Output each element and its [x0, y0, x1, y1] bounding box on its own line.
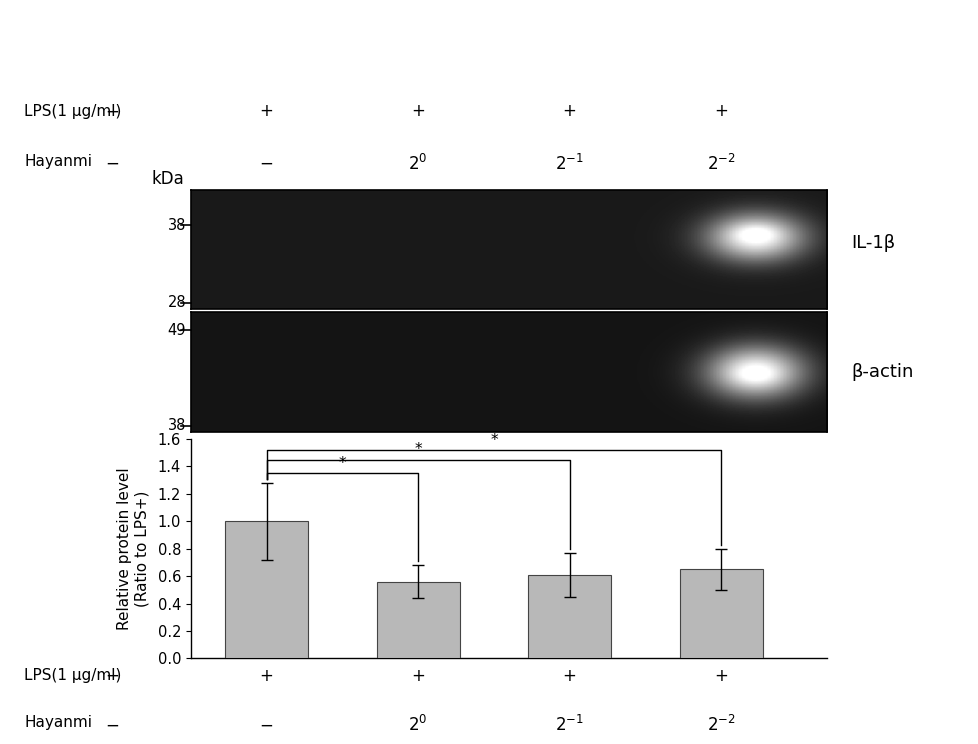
Text: 28: 28	[167, 295, 186, 310]
Text: +: +	[411, 103, 424, 121]
Text: 49: 49	[167, 323, 186, 338]
Bar	[225, 522, 308, 658]
Text: *: *	[490, 433, 497, 448]
Text: −: −	[259, 716, 273, 734]
Text: $2^{0}$: $2^{0}$	[408, 715, 427, 735]
Text: 38: 38	[167, 418, 186, 433]
Text: −: −	[106, 103, 119, 121]
Text: β-actin: β-actin	[851, 363, 913, 381]
Text: LPS(1 μg/ml): LPS(1 μg/ml)	[24, 104, 121, 119]
Text: $2^{-2}$: $2^{-2}$	[706, 153, 734, 173]
Text: Hayanmi: Hayanmi	[24, 154, 92, 169]
Text: −: −	[106, 716, 119, 734]
Text: $2^{0}$: $2^{0}$	[408, 153, 427, 173]
Text: $2^{-1}$: $2^{-1}$	[555, 715, 584, 735]
Text: $2^{-2}$: $2^{-2}$	[706, 715, 734, 735]
Text: Hayanmi: Hayanmi	[24, 715, 92, 730]
Text: *: *	[414, 443, 422, 458]
Text: +: +	[562, 103, 576, 121]
Text: +: +	[562, 667, 576, 684]
Bar	[377, 582, 460, 658]
Text: −: −	[106, 155, 119, 173]
Text: IL-1β: IL-1β	[851, 234, 895, 252]
Text: LPS(1 μg/ml): LPS(1 μg/ml)	[24, 668, 121, 683]
Text: *: *	[338, 456, 346, 471]
Text: 38: 38	[167, 218, 186, 233]
Text: +: +	[714, 103, 728, 121]
Bar	[679, 569, 762, 658]
Text: −: −	[106, 667, 119, 684]
Text: +: +	[411, 667, 424, 684]
Text: +: +	[259, 667, 273, 684]
Text: kDa: kDa	[152, 170, 184, 187]
Text: −: −	[259, 155, 273, 173]
Y-axis label: Relative protein level
(Ratio to LPS+): Relative protein level (Ratio to LPS+)	[116, 467, 150, 630]
Text: +: +	[714, 667, 728, 684]
Text: +: +	[259, 103, 273, 121]
Text: $2^{-1}$: $2^{-1}$	[555, 153, 584, 173]
Bar	[527, 575, 610, 658]
